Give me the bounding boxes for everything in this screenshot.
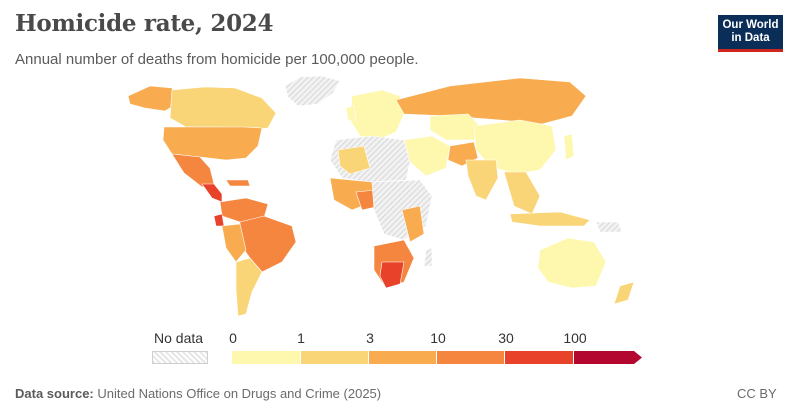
region-south-africa [379,261,405,289]
legend-tick-30: 30 [498,330,514,346]
legend-tick-10: 10 [430,330,446,346]
legend-tick-1: 1 [297,330,305,346]
region-europe [349,89,405,141]
region-central-america [201,183,223,203]
region-uk [345,105,357,121]
source-label: Data source: [15,386,94,401]
owid-logo[interactable]: Our World in Data [718,15,783,52]
legend-bin-100-plus[interactable] [574,351,634,364]
region-madagascar [423,247,433,267]
footer-source: Data source: United Nations Office on Dr… [15,386,381,401]
chart-title: Homicide rate, 2024 [15,10,274,37]
license-text[interactable]: CC BY [737,386,777,401]
region-peru [221,223,247,263]
legend-bin-30-100[interactable] [505,351,574,364]
region-middle-east [403,135,451,177]
legend-bin-10-30[interactable] [437,351,505,364]
region-canada [169,86,277,131]
legend-arrow-tip [634,351,642,364]
region-new-zealand [613,281,635,305]
logo-line-2: in Data [731,32,770,44]
logo-line-1: Our World [722,19,779,31]
region-usa [162,126,263,161]
region-se-asia [503,171,541,215]
legend-nodata-swatch [152,351,208,364]
legend-bin-0-1[interactable] [232,351,301,364]
region-caribbean [225,179,251,187]
legend-tick-0: 0 [229,330,237,346]
region-mexico [171,153,215,188]
chart-subtitle: Annual number of deaths from homicide pe… [15,51,419,68]
region-central-asia [429,113,481,141]
region-greenland [284,75,341,107]
region-maghreb [337,145,371,175]
region-russia [395,77,587,125]
region-india [465,159,499,201]
region-japan [563,133,575,161]
legend-nodata-label: No data [154,330,204,346]
legend-bin-1-3[interactable] [301,351,369,364]
world-map [127,75,635,317]
region-australia [537,237,607,289]
legend-tick-3: 3 [366,330,374,346]
source-text[interactable]: United Nations Office on Drugs and Crime… [97,386,382,401]
region-papua-new-guinea [595,221,623,233]
legend-tick-100: 100 [563,330,587,346]
region-indonesia [509,211,591,227]
region-southern-cone [235,257,263,317]
legend-bin-3-10[interactable] [369,351,437,364]
region-east-africa [401,205,425,243]
region-ecuador [213,213,225,227]
legend-color-scale [232,351,634,364]
